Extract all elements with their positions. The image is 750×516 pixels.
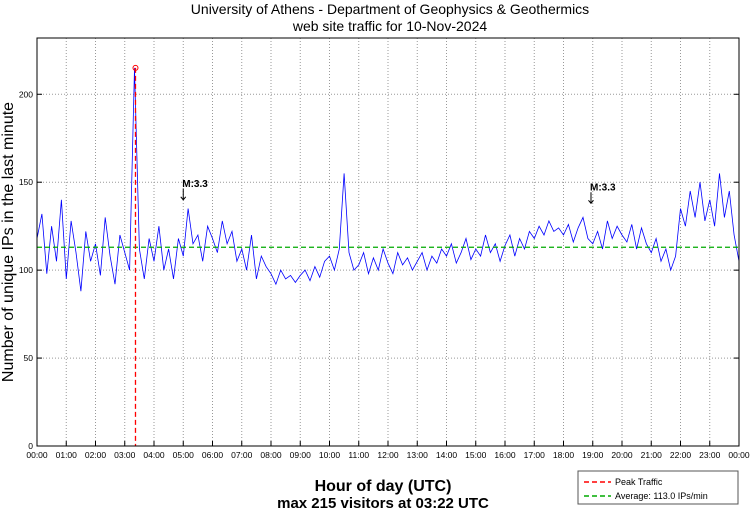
x-tick-label: 07:00	[231, 450, 253, 460]
x-tick-label: 15:00	[465, 450, 487, 460]
x-tick-label: 10:00	[319, 450, 341, 460]
y-tick-label: 0	[28, 441, 33, 451]
x-tick-label: 14:00	[436, 450, 458, 460]
earthquake-arrow-icon	[180, 188, 187, 201]
x-tick-label: 09:00	[290, 450, 312, 460]
x-tick-label: 21:00	[641, 450, 663, 460]
x-tick-label: 23:00	[699, 450, 721, 460]
traffic-series-line	[36, 67, 740, 292]
x-tick-label: 05:00	[173, 450, 195, 460]
legend-peak-label: Peak Traffic	[615, 477, 663, 487]
x-tick-label: 01:00	[56, 450, 78, 460]
earthquake-arrow-icon	[588, 192, 594, 205]
y-tick-label: 150	[19, 177, 33, 187]
axis-ticks: 00:00 01:00 02:00 03:00 04:00 05:00 06:00 07:00…	[19, 89, 750, 460]
x-tick-label: 06:00	[202, 450, 224, 460]
y-tick-label: 200	[19, 89, 33, 99]
x-tick-label: 04:00	[143, 450, 165, 460]
peak-marker	[132, 64, 139, 71]
x-tick-label: 19:00	[582, 450, 604, 460]
y-axis-label: Number of unique IPs in the last minute	[0, 102, 17, 382]
legend-average-label: Average: 113.0 IPs/min	[615, 491, 708, 501]
x-tick-label: 03:00	[114, 450, 136, 460]
y-tick-label: 50	[24, 353, 34, 363]
x-tick-label: 18:00	[553, 450, 575, 460]
x-tick-label: 20:00	[611, 450, 633, 460]
x-tick-label: 22:00	[670, 450, 692, 460]
x-tick-label: 08:00	[260, 450, 282, 460]
x-axis-label: Hour of day (UTC)	[315, 478, 452, 495]
axes-frame	[36, 37, 740, 447]
x-axis-sublabel: max 215 visitors at 03:22 UTC	[277, 495, 489, 511]
earthquake-annotation-label: M:3.3	[590, 182, 616, 193]
x-tick-label: 11:00	[348, 450, 369, 460]
x-tick-label: 02:00	[85, 450, 107, 460]
x-tick-label: 00:00	[26, 450, 48, 460]
legend: Peak Traffic Average: 113.0 IPs/min	[577, 470, 739, 505]
y-tick-label: 100	[19, 265, 33, 275]
chart-subtitle: web site traffic for 10-Nov-2024	[292, 18, 487, 34]
legend-box	[577, 470, 739, 505]
x-tick-label: 00:00	[728, 450, 750, 460]
x-tick-label: 12:00	[377, 450, 399, 460]
earthquake-annotation-label: M:3.3	[182, 179, 208, 190]
plot-area: M:3.3 M:3.3	[36, 64, 740, 446]
grid	[37, 38, 739, 446]
x-tick-label: 16:00	[494, 450, 516, 460]
x-tick-label: 17:00	[524, 450, 546, 460]
chart-title: University of Athens - Department of Geo…	[191, 1, 589, 17]
x-tick-label: 13:00	[407, 450, 429, 460]
